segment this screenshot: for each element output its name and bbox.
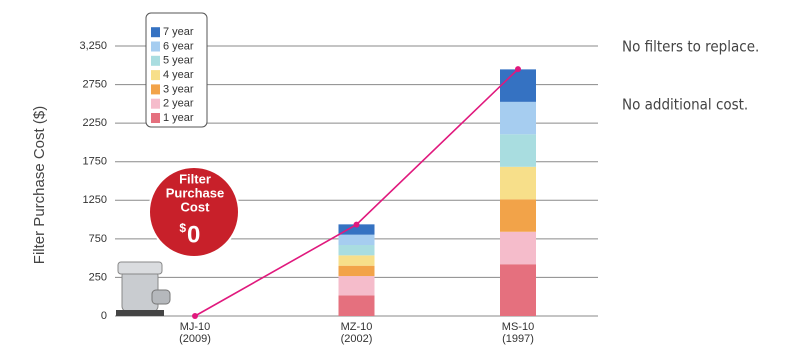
bar-segment bbox=[338, 276, 375, 296]
bar-segment bbox=[500, 199, 536, 232]
line-point bbox=[192, 313, 198, 319]
y-tick-label: 2250 bbox=[83, 117, 107, 129]
legend-swatch bbox=[151, 27, 160, 38]
x-tick-sublabel: (1997) bbox=[502, 333, 534, 345]
bar-segment bbox=[500, 101, 536, 135]
y-tick-label: 3,250 bbox=[79, 40, 107, 52]
legend-label: 2 year bbox=[163, 98, 194, 110]
legend-label: 5 year bbox=[163, 55, 194, 67]
y-axis-label: Filter Purchase Cost ($) bbox=[31, 106, 48, 264]
legend-swatch bbox=[151, 55, 160, 66]
bar-segment bbox=[500, 264, 536, 316]
bar-segment bbox=[500, 231, 536, 265]
line-point bbox=[353, 221, 360, 228]
y-tick-label: 0 bbox=[101, 310, 107, 322]
legend-swatch bbox=[151, 41, 160, 52]
product-base bbox=[116, 310, 164, 316]
y-tick-label: 1750 bbox=[83, 156, 107, 168]
product-body bbox=[121, 269, 159, 313]
bar-segment bbox=[338, 255, 375, 266]
y-tick-label: 250 bbox=[89, 271, 107, 283]
bar-segment bbox=[338, 234, 375, 246]
note: No additional cost. bbox=[622, 96, 748, 114]
bar-segment bbox=[338, 224, 375, 235]
x-tick-label: MS-10 bbox=[502, 321, 534, 333]
note: No filters to replace. bbox=[622, 38, 759, 56]
x-tick-sublabel: (2009) bbox=[179, 333, 211, 345]
legend-swatch bbox=[151, 84, 160, 95]
product-port bbox=[151, 289, 171, 305]
x-tick-label: MJ-10 bbox=[180, 321, 211, 333]
badge-currency: $ bbox=[179, 221, 186, 235]
bar-segment bbox=[338, 265, 375, 277]
product-top bbox=[117, 261, 163, 275]
y-tick-label: 1250 bbox=[83, 194, 107, 206]
bar-segment bbox=[500, 69, 536, 102]
legend-swatch bbox=[151, 113, 160, 123]
bar-segment bbox=[338, 295, 375, 316]
legend-label: 3 year bbox=[163, 83, 194, 95]
legend-swatch bbox=[151, 98, 160, 109]
legend-label: 4 year bbox=[163, 69, 194, 81]
x-tick-sublabel: (2002) bbox=[341, 333, 373, 345]
legend-label: 7 year bbox=[163, 26, 194, 38]
badge-text: Purchase bbox=[166, 185, 225, 200]
line-point bbox=[515, 66, 521, 73]
bar-segment bbox=[338, 245, 375, 256]
x-tick-label: MZ-10 bbox=[341, 321, 373, 333]
badge-text: Cost bbox=[181, 199, 211, 214]
y-tick-label: 2750 bbox=[83, 78, 107, 90]
legend-label: 1 year bbox=[163, 112, 194, 124]
legend-box bbox=[145, 12, 208, 128]
y-tick-label: 750 bbox=[89, 233, 107, 245]
badge-amount: 0 bbox=[187, 221, 200, 248]
badge-text: Filter bbox=[179, 171, 211, 186]
bar-segment bbox=[500, 166, 536, 200]
badge bbox=[148, 166, 240, 258]
bar-segment bbox=[500, 134, 536, 167]
legend-swatch bbox=[151, 70, 160, 81]
product-image bbox=[116, 261, 171, 316]
legend-label: 6 year bbox=[163, 40, 194, 52]
